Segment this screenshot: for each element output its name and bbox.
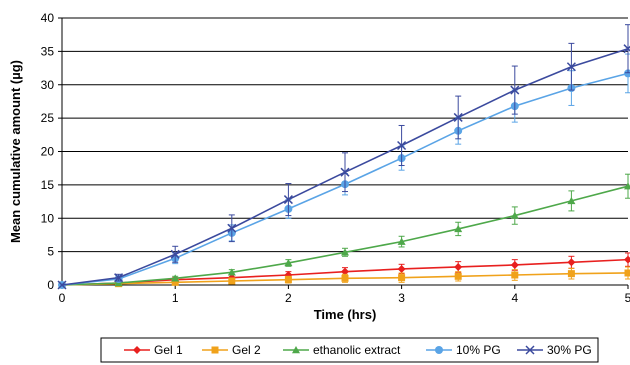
y-tick-label-30: 30 <box>41 78 55 92</box>
legend-swatch-marker <box>211 346 219 354</box>
legend-swatch-marker <box>292 346 300 354</box>
y-tick-label-10: 10 <box>41 211 55 225</box>
data-point-4-10 <box>623 44 630 54</box>
legend-swatch-marker <box>133 346 141 354</box>
x-axis-title: Time (hrs) <box>314 307 377 322</box>
x-tick-label-3: 3 <box>398 291 405 305</box>
y-tick-label-5: 5 <box>47 245 54 259</box>
data-point-2-5 <box>341 248 349 256</box>
data-point-4-4-b <box>283 195 293 205</box>
data-point-4-8-b <box>510 85 520 95</box>
legend-label: 30% PG <box>547 343 592 357</box>
data-point-2-3 <box>227 268 236 276</box>
data-point-4-6-b <box>397 140 407 151</box>
data-point-4-1 <box>114 273 124 283</box>
data-point-4-10-b <box>623 45 630 54</box>
legend-item-2: ethanolic extract <box>283 343 401 357</box>
y-tick-label-25: 25 <box>41 111 55 125</box>
legend-item-0: Gel 1 <box>124 343 183 357</box>
data-point-0-6 <box>397 264 406 273</box>
legend-swatch-marker <box>435 346 443 354</box>
data-point-2-9 <box>567 196 576 205</box>
legend-item-1: Gel 2 <box>202 343 261 357</box>
y-tick-label-35: 35 <box>41 44 55 58</box>
y-axis-title: Mean cumulative amount (µg) <box>8 60 23 243</box>
data-point-1-10 <box>624 269 630 277</box>
legend: Gel 1 Gel 2 ethanolic extract 10% PG 30% PG <box>100 337 599 363</box>
data-point-0-7 <box>454 262 463 271</box>
x-tick-label-5: 5 <box>625 291 630 305</box>
data-point-4-5 <box>340 167 350 177</box>
legend-box <box>100 337 599 363</box>
data-point-4-5-b <box>340 167 350 177</box>
y-tick-label-0: 0 <box>47 278 54 292</box>
data-point-1-3 <box>228 277 236 285</box>
series <box>57 24 630 290</box>
x-tick-label-2: 2 <box>285 291 292 305</box>
data-point-0-9 <box>567 258 576 267</box>
data-point-4-6 <box>397 140 407 151</box>
series-4 <box>57 24 630 290</box>
tick-labels: 0 5 10 15 20 25 30 35 40 0 1 2 3 4 5 <box>41 11 630 305</box>
data-point-4-8 <box>510 85 520 95</box>
legend-label: ethanolic extract <box>313 343 401 357</box>
data-point-2-8 <box>510 211 519 219</box>
x-tick-label-0: 0 <box>59 291 66 305</box>
data-point-3-10 <box>624 69 630 78</box>
data-point-4-9-b <box>566 62 576 72</box>
data-point-4-0 <box>57 280 67 290</box>
data-point-1-8 <box>511 271 519 279</box>
data-point-4-2-b <box>170 249 180 259</box>
data-point-4-4 <box>283 195 293 205</box>
legend-swatch-marker <box>525 345 535 355</box>
data-point-4-0-b <box>57 280 67 290</box>
y-tick-label-40: 40 <box>41 11 55 25</box>
data-point-4-3-b <box>227 223 237 233</box>
data-point-4-7-b <box>453 112 463 122</box>
data-point-4-9 <box>566 62 576 72</box>
data-point-1-2 <box>171 278 179 286</box>
legend-label: Gel 2 <box>232 343 261 357</box>
data-point-4-3 <box>227 223 237 233</box>
data-point-1-4 <box>284 276 292 284</box>
x-tick-label-4: 4 <box>511 291 518 305</box>
gridlines <box>62 17 628 253</box>
data-point-4-1-b <box>114 273 124 283</box>
y-tick-label-15: 15 <box>41 178 55 192</box>
data-point-2-4 <box>284 258 293 267</box>
legend-item-3: 10% PG <box>426 343 501 357</box>
y-tick-label-20: 20 <box>41 145 55 159</box>
data-point-2-7 <box>454 224 463 233</box>
data-point-4-7 <box>453 112 463 122</box>
data-point-1-5 <box>341 274 349 282</box>
data-point-2-6 <box>397 237 406 245</box>
data-point-0-5 <box>341 267 349 276</box>
x-tick-label-1: 1 <box>172 291 179 305</box>
data-point-2-2 <box>171 274 180 282</box>
legend-label: Gel 1 <box>154 343 183 357</box>
data-point-0-10 <box>624 255 630 264</box>
legend-swatch-marker-b <box>525 345 535 355</box>
data-point-0-8 <box>510 260 519 269</box>
legend-item-4: 30% PG <box>517 343 592 357</box>
data-point-1-6 <box>398 274 406 282</box>
data-point-2-10 <box>624 182 630 190</box>
data-point-1-9 <box>567 270 575 278</box>
legend-label: 10% PG <box>456 343 501 357</box>
data-point-1-7 <box>454 272 462 280</box>
data-point-4-2 <box>170 249 180 259</box>
